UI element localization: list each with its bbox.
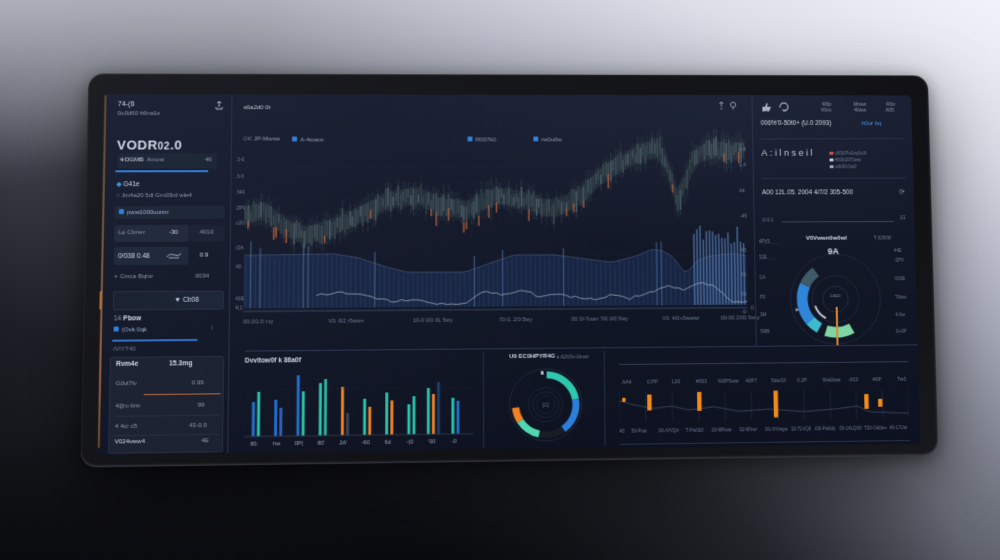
svg-text:(C): (C)	[542, 403, 549, 409]
svg-text:80': 80'	[317, 441, 324, 447]
svg-text:0P(: 0P(	[294, 441, 303, 447]
svg-text:-0: -0	[452, 439, 457, 445]
svg-text:0: 0	[751, 306, 754, 312]
svg-text:80:: 80:	[250, 442, 258, 448]
svg-text:-(0: -(0	[406, 440, 413, 446]
svg-text:hw: hw	[273, 441, 280, 447]
svg-text:'00: '00	[428, 439, 435, 445]
svg-text:2A': 2A'	[339, 440, 347, 446]
svg-text:14022: 14022	[830, 293, 842, 298]
svg-text:-60: -60	[362, 440, 370, 446]
svg-text:6d: 6d	[385, 440, 391, 446]
